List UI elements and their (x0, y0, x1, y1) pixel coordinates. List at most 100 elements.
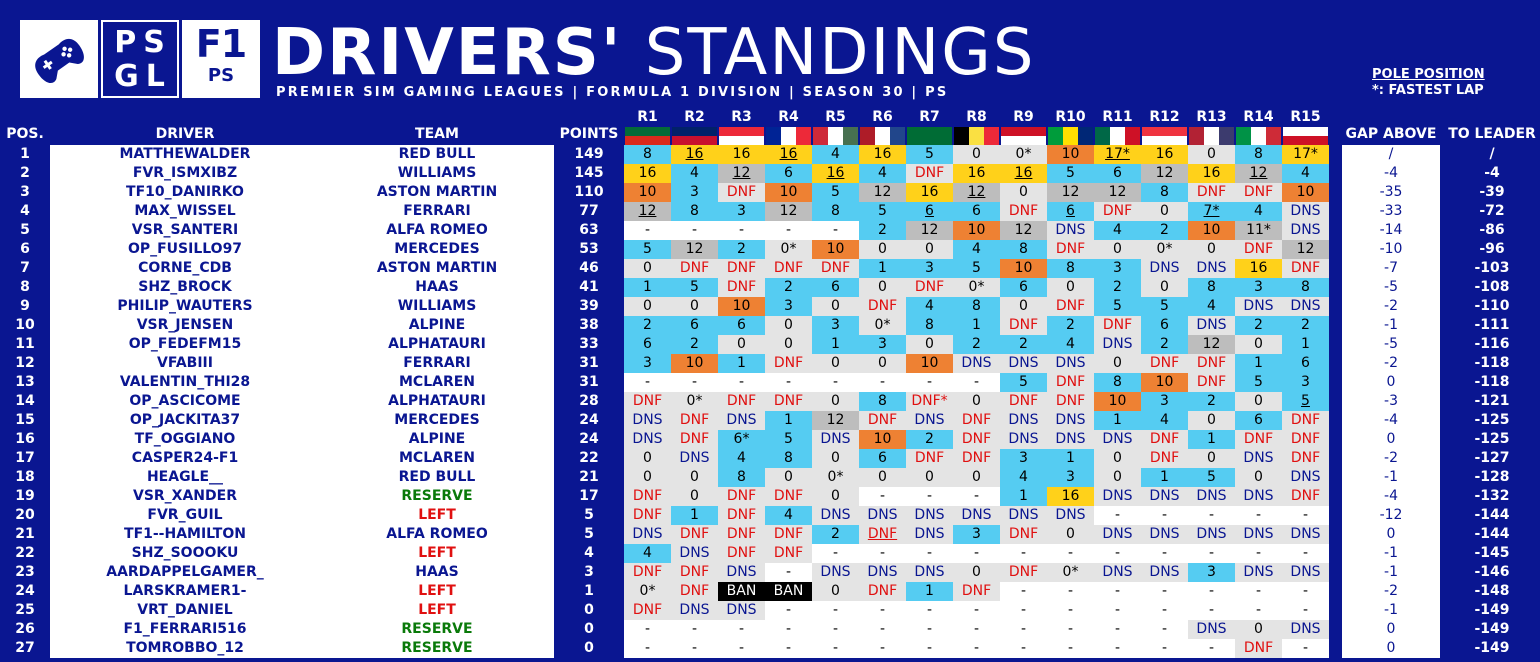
result-value: 0 (1019, 184, 1028, 200)
result-cell: DNF (1188, 373, 1235, 392)
result-cell: 10 (953, 221, 1000, 240)
result-cell: - (906, 544, 953, 563)
result-cell: 0 (953, 563, 1000, 582)
result-cell: DNF (1141, 449, 1188, 468)
result-cell: BAN (765, 582, 812, 601)
result-value: 0* (780, 241, 797, 257)
result-value: - (644, 621, 651, 637)
result-value: BAN (726, 583, 757, 599)
round-header-8: R8 (966, 109, 987, 125)
position-cell: 14 (15, 393, 35, 409)
to-leader-cell: -148 (1474, 583, 1510, 599)
result-value: - (1161, 545, 1168, 561)
result-value: DNF (1290, 260, 1321, 276)
result-value: DNF (726, 260, 757, 276)
result-value: - (832, 545, 839, 561)
result-cell: - (1141, 544, 1188, 563)
result-cell: 8 (953, 297, 1000, 316)
result-cell: 6 (1235, 411, 1282, 430)
result-value: 6* (733, 431, 750, 447)
position-cell: 10 (15, 317, 35, 333)
result-cell: 2 (859, 221, 906, 240)
to-leader-cell: -125 (1474, 431, 1510, 447)
points-cell: 41 (579, 279, 599, 295)
table-row: 3 TF10_DANIRKO ASTON MARTIN 110 10 3 DNF 10 5 12 1… (0, 183, 1540, 202)
result-cell: 8 (1188, 278, 1235, 297)
result-value: - (1067, 602, 1074, 618)
result-value: 2 (1207, 393, 1216, 409)
bahrain-flag (1283, 127, 1328, 145)
result-cell: - (1094, 582, 1141, 601)
result-cell: 3 (765, 297, 812, 316)
result-value: 12 (1108, 184, 1127, 200)
result-cell: DNF (671, 582, 718, 601)
result-value: - (644, 374, 651, 390)
result-value: DNF (632, 488, 663, 504)
result-cell: - (718, 221, 765, 240)
result-value: 12 (826, 412, 845, 428)
result-cell: 0 (1235, 392, 1282, 411)
result-cell: 0 (1188, 449, 1235, 468)
result-cell: - (1047, 544, 1094, 563)
gap-above-cell: -2 (1342, 582, 1440, 601)
result-value: - (691, 640, 698, 656)
result-cell: DNF (624, 487, 671, 506)
result-cell: DNF (812, 259, 859, 278)
result-cell: DNS (718, 563, 765, 582)
result-cell: DNF (1000, 392, 1047, 411)
result-value: 1 (925, 583, 934, 599)
result-value: 0 (1113, 241, 1122, 257)
to-leader-cell: -121 (1474, 393, 1510, 409)
result-cell: DNF (765, 525, 812, 544)
result-cell: DNS (1282, 525, 1329, 544)
round-header-2: R2 (684, 109, 705, 125)
result-value: 0 (690, 469, 699, 485)
result-value: DNF (1008, 317, 1039, 333)
result-value: 8 (690, 203, 699, 219)
round-header-4: R4 (778, 109, 799, 125)
result-cell: - (1141, 620, 1188, 639)
result-cell: 12 (1235, 164, 1282, 183)
result-value: 8 (784, 450, 793, 466)
result-value: DNS (1290, 621, 1321, 637)
gap-above-cell: -14 (1342, 221, 1440, 240)
result-cell: DNF (624, 563, 671, 582)
result-value: 10 (826, 241, 845, 257)
result-cell: 3 (671, 183, 718, 202)
result-value: DNF (773, 355, 804, 371)
result-value: DNF (1149, 431, 1180, 447)
result-cell: DNS (906, 411, 953, 430)
team-name: RESERVE (320, 620, 554, 639)
result-value: 5 (1160, 298, 1169, 314)
col-header-points: POINTS (559, 126, 619, 142)
to-leader-cell: -128 (1474, 469, 1510, 485)
result-value: DNS (1290, 564, 1321, 580)
points-cell: 24 (579, 431, 599, 447)
table-row: 13 VALENTIN_THI28 MCLAREN 31 - - - - - - - - 5 DNF 8 10… (0, 373, 1540, 392)
result-cell: 12 (1188, 335, 1235, 354)
result-value: DNF (1055, 298, 1086, 314)
result-cell: DNF (859, 582, 906, 601)
result-cell: - (765, 620, 812, 639)
result-cell: 0 (906, 335, 953, 354)
result-cell: - (859, 639, 906, 658)
table-row: 16 TF_OGGIANO ALPINE 24 DNS DNF 6* 5 DNS 10 2 DNF DN… (0, 430, 1540, 449)
result-value: 2 (643, 317, 652, 333)
result-value: - (1067, 545, 1074, 561)
result-value: 8 (1160, 184, 1169, 200)
result-value: 4 (1066, 336, 1075, 352)
result-value: 16 (732, 146, 751, 162)
result-value: 0 (643, 450, 652, 466)
result-value: 4 (737, 450, 746, 466)
result-value: - (1114, 545, 1121, 561)
result-cell: DNS (1235, 449, 1282, 468)
result-value: 3 (1160, 393, 1169, 409)
gamepad-icon (35, 38, 84, 84)
gap-above-cell: -35 (1342, 183, 1440, 202)
result-cell: DNF (1094, 316, 1141, 335)
result-value: - (973, 640, 980, 656)
page-subtitle: PREMIER SIM GAMING LEAGUES | FORMULA 1 D… (276, 85, 949, 100)
hungary-flag (813, 127, 858, 145)
round-header-10: R10 (1055, 109, 1086, 125)
team-name: MERCEDES (320, 240, 554, 259)
